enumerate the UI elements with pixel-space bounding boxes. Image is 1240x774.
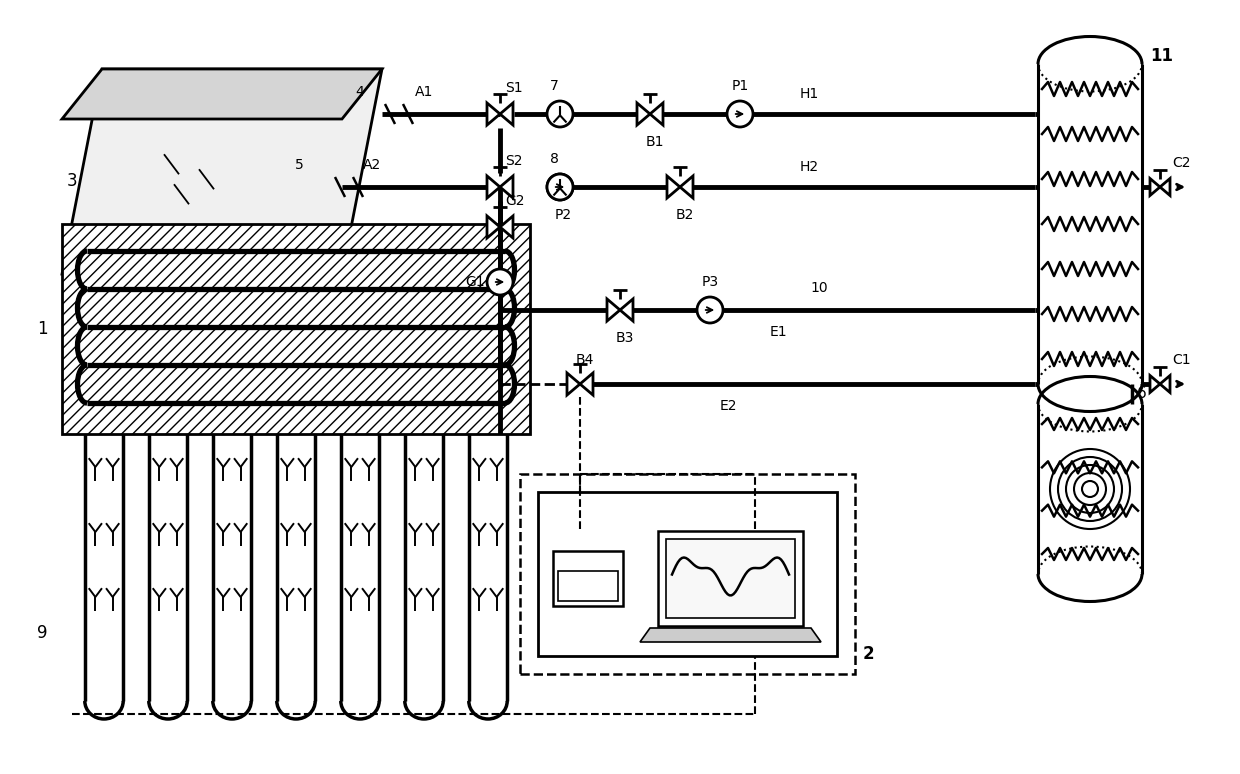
Text: 6: 6 bbox=[1137, 386, 1147, 402]
Bar bbox=[553, 551, 622, 606]
Polygon shape bbox=[1159, 179, 1171, 196]
Polygon shape bbox=[487, 103, 500, 125]
Polygon shape bbox=[637, 103, 650, 125]
Text: 1: 1 bbox=[37, 320, 47, 338]
Text: 10: 10 bbox=[810, 281, 827, 295]
Polygon shape bbox=[1149, 375, 1159, 392]
Polygon shape bbox=[567, 373, 580, 395]
Text: P3: P3 bbox=[702, 275, 719, 289]
Text: 7: 7 bbox=[551, 79, 559, 93]
Bar bbox=[520, 474, 856, 674]
Text: 4: 4 bbox=[355, 85, 363, 99]
Polygon shape bbox=[620, 299, 632, 321]
Text: E2: E2 bbox=[720, 399, 738, 413]
Text: S2: S2 bbox=[505, 154, 522, 168]
Text: P2: P2 bbox=[556, 208, 572, 222]
Text: 3: 3 bbox=[67, 172, 78, 190]
Polygon shape bbox=[650, 103, 663, 125]
Circle shape bbox=[547, 174, 573, 200]
Text: P1: P1 bbox=[732, 79, 749, 93]
Bar bbox=[558, 571, 618, 601]
Text: A1: A1 bbox=[415, 85, 433, 99]
Text: B2: B2 bbox=[676, 208, 694, 222]
Text: 2: 2 bbox=[863, 645, 874, 663]
Text: A2: A2 bbox=[363, 158, 381, 172]
Text: B4: B4 bbox=[577, 353, 594, 367]
Circle shape bbox=[547, 101, 573, 127]
Bar bbox=[658, 531, 804, 626]
Text: S1: S1 bbox=[505, 81, 522, 95]
Text: C2: C2 bbox=[1172, 156, 1190, 170]
Text: C1: C1 bbox=[1172, 353, 1190, 367]
Polygon shape bbox=[580, 373, 593, 395]
Text: 9: 9 bbox=[37, 625, 47, 642]
Polygon shape bbox=[680, 176, 693, 198]
Text: 5: 5 bbox=[295, 158, 304, 172]
Bar bbox=[62, 224, 529, 434]
Text: 11: 11 bbox=[1149, 47, 1173, 65]
Polygon shape bbox=[667, 176, 680, 198]
Polygon shape bbox=[1159, 375, 1171, 392]
Polygon shape bbox=[500, 176, 513, 198]
Polygon shape bbox=[487, 216, 500, 238]
Circle shape bbox=[487, 269, 513, 295]
Circle shape bbox=[697, 297, 723, 323]
Polygon shape bbox=[62, 69, 382, 274]
Text: G1: G1 bbox=[465, 275, 485, 289]
Circle shape bbox=[727, 101, 753, 127]
Text: H1: H1 bbox=[800, 87, 820, 101]
Polygon shape bbox=[640, 628, 821, 642]
Text: H2: H2 bbox=[800, 160, 820, 174]
Polygon shape bbox=[500, 103, 513, 125]
Polygon shape bbox=[62, 69, 382, 119]
Circle shape bbox=[547, 174, 573, 200]
Polygon shape bbox=[1149, 179, 1159, 196]
Bar bbox=[666, 539, 795, 618]
Text: B3: B3 bbox=[616, 331, 635, 345]
Text: E1: E1 bbox=[770, 325, 787, 339]
Bar bbox=[538, 492, 837, 656]
Text: G2: G2 bbox=[505, 194, 525, 208]
Polygon shape bbox=[500, 216, 513, 238]
Text: B1: B1 bbox=[646, 135, 665, 149]
Polygon shape bbox=[608, 299, 620, 321]
Text: 8: 8 bbox=[551, 152, 559, 166]
Polygon shape bbox=[487, 176, 500, 198]
